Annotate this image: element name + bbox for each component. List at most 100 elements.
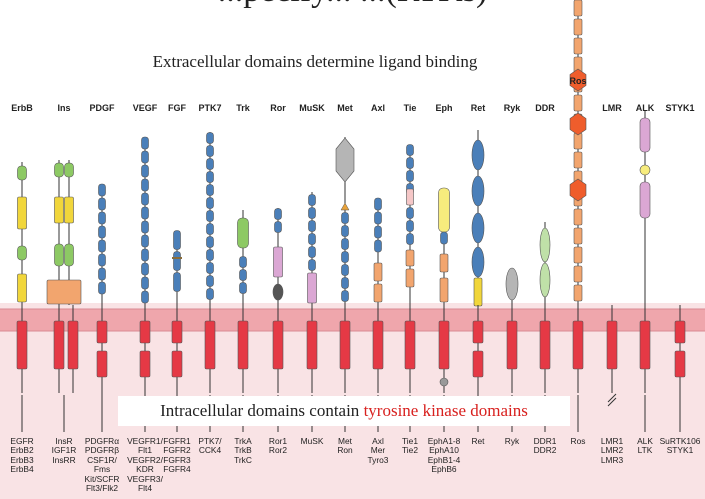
receptor-name: ErbB3 xyxy=(10,454,34,465)
fn3-repeat xyxy=(308,207,316,219)
fn3-repeat xyxy=(406,220,414,232)
fibronectin-domain xyxy=(573,227,583,245)
receptor-list-ddr: DDR1 DDR2 xyxy=(522,436,568,456)
receptor-name: LMR3 xyxy=(600,454,624,465)
fn3-repeat xyxy=(308,259,316,271)
fn3-repeat xyxy=(206,158,214,170)
wif-domain xyxy=(505,267,519,301)
mam-domain xyxy=(639,117,651,153)
kinase-domain xyxy=(204,320,216,370)
fn3-repeat xyxy=(206,197,214,209)
kinase-domain xyxy=(139,350,151,378)
break-mark xyxy=(607,393,617,403)
cadherin-domain xyxy=(471,246,485,278)
leucine-rich-domain xyxy=(17,165,27,181)
fn3-repeat xyxy=(141,248,149,262)
kinase-domain xyxy=(372,320,384,370)
fn3-repeat xyxy=(406,170,414,182)
fn3-repeat xyxy=(173,230,181,250)
receptor-name: CSF1R/ xyxy=(87,454,117,465)
fn3-repeat xyxy=(406,207,414,219)
family-label-musk: MuSK xyxy=(299,103,325,113)
family-label-axl: Axl xyxy=(370,103,385,113)
fn3-repeat xyxy=(274,208,282,220)
fn3-repeat xyxy=(374,211,382,225)
family-label-ins: Ins xyxy=(57,103,71,113)
receptor-name: Tie1 xyxy=(402,436,418,446)
egf-like-domain xyxy=(406,188,414,206)
receptor-name: Ret xyxy=(471,436,485,446)
receptor-list-ptk7: PTK7/CCK4 xyxy=(187,436,233,456)
fn3-repeat xyxy=(374,239,382,253)
cadherin-domain xyxy=(471,139,485,171)
intracellular-caption-text: Intracellular domains contain xyxy=(160,401,364,420)
fibronectin-domain xyxy=(573,0,583,17)
receptor-name: Tie2 xyxy=(402,445,418,456)
kinase-domain xyxy=(237,320,249,370)
receptor-list-tie: Tie1 Tie2 xyxy=(387,436,433,456)
receptor-name: LMR2 xyxy=(600,445,624,456)
receptor-name: EGFR xyxy=(10,436,34,446)
receptor-name: Ros xyxy=(570,436,586,446)
fn3-repeat xyxy=(141,220,149,234)
kinase-domain xyxy=(438,320,450,370)
receptor-name: PTK7/ xyxy=(198,436,222,446)
fn3-repeat xyxy=(206,223,214,235)
fn3-repeat xyxy=(440,231,448,245)
fn3-repeat xyxy=(141,178,149,192)
slide-title-fragment: ...pecify... ...(RTKs) xyxy=(0,0,705,10)
receptor-list-ins: InsR IGF1R InsRR xyxy=(41,436,87,465)
fibronectin-domain xyxy=(573,284,583,302)
fibronectin-domain xyxy=(573,18,583,36)
receptor-name: MuSK xyxy=(300,436,324,446)
fn3-repeat xyxy=(341,225,349,237)
discoidin-domain xyxy=(539,262,551,298)
receptor-name: PDGFRβ xyxy=(84,445,120,456)
fn3-repeat xyxy=(141,192,149,206)
cysteine-rich-domain xyxy=(17,196,27,230)
receptor-name: FGFR4 xyxy=(163,464,191,475)
receptor-name: VEGFR3/ xyxy=(127,473,163,484)
family-label-lmr: LMR xyxy=(602,103,622,113)
break-mark xyxy=(607,397,617,407)
fn3-repeat xyxy=(173,251,181,271)
kinase-domain xyxy=(674,350,686,378)
kinase-domain xyxy=(506,320,518,370)
sam-domain xyxy=(439,377,449,387)
fn3-repeat xyxy=(98,267,106,281)
receptor-name: KDR xyxy=(136,464,154,475)
receptor-name: InsR xyxy=(55,436,73,446)
fn3-repeat xyxy=(206,145,214,157)
receptor-list-met: Met Ron xyxy=(322,436,368,456)
fibronectin-domain xyxy=(573,94,583,112)
kinase-domain xyxy=(139,320,151,344)
receptor-list-eph: EphA1-8 EphA10 EphB1-4 EphB6 xyxy=(421,436,467,475)
ldla-domain xyxy=(639,164,651,176)
receptor-name: Ror1 xyxy=(268,436,288,446)
receptor-list-vegf: VEGFR1/Flt1 VEGFR2/KDR VEGFR3/Flt4 xyxy=(122,436,168,493)
fn3-repeat xyxy=(308,220,316,232)
family-label-fgf: FGF xyxy=(168,103,186,113)
receptor-name: EphA10 xyxy=(429,445,459,456)
receptor-name: Ron xyxy=(337,445,353,456)
kinase-domain xyxy=(404,320,416,370)
family-label-alk: ALK xyxy=(635,103,655,113)
cysteine-rich-domain xyxy=(64,196,74,224)
fn3-repeat xyxy=(308,246,316,258)
fibronectin-domain xyxy=(439,277,449,303)
kinase-domain xyxy=(674,320,686,344)
kinase-domain xyxy=(306,320,318,370)
fn3-repeat xyxy=(141,276,149,290)
receptor-name: STYK1 xyxy=(666,445,694,456)
receptor-name: VEGFR2/ xyxy=(127,454,163,465)
fn3-repeat xyxy=(406,157,414,169)
kinase-domain xyxy=(67,320,79,370)
fn3-repeat xyxy=(239,269,247,281)
kringle-domain xyxy=(272,283,284,301)
fibronectin-domain xyxy=(405,249,415,267)
cadherin-domain xyxy=(471,212,485,244)
fibronectin-domain xyxy=(46,279,82,305)
receptor-name: Ryk xyxy=(504,436,520,446)
kinase-domain xyxy=(53,320,65,370)
fn3-repeat xyxy=(308,233,316,245)
